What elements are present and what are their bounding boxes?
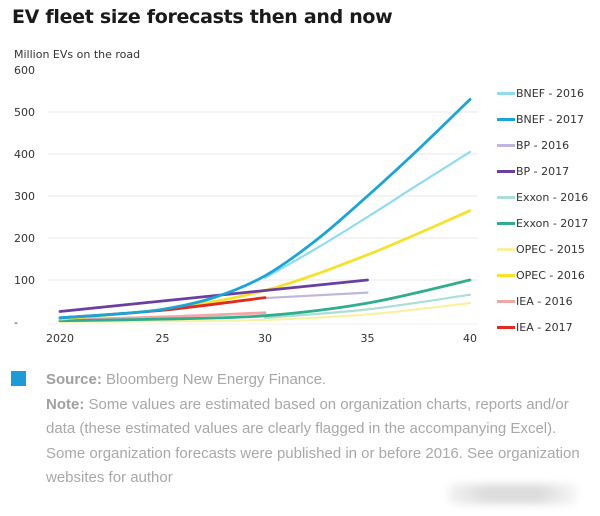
legend-item: Exxon - 2017	[497, 210, 588, 236]
y-axis-label: Million EVs on the road	[14, 48, 141, 61]
legend-swatch	[497, 91, 515, 95]
note-line: Note: Some values are estimated based on…	[46, 393, 596, 491]
legend-item: OPEC - 2015	[497, 236, 588, 262]
y-axis-ticks: - 100 200 300 400 500 600	[14, 64, 35, 329]
legend-label: BP - 2016	[516, 138, 570, 152]
legend: BNEF - 2016 BNEF - 2017 BP - 2016 BP - 2017…	[497, 80, 588, 340]
y-tick-label: -	[14, 316, 18, 329]
legend-label: IEA - 2017	[516, 320, 573, 334]
series-line-bp-2017	[58, 278, 369, 313]
series-line-bnef-2016	[263, 150, 472, 279]
legend-label: OPEC - 2016	[516, 268, 585, 282]
legend-item: BNEF - 2017	[497, 106, 588, 132]
y-tick-label: 100	[14, 274, 35, 287]
source-marker-icon	[11, 371, 26, 386]
blurred-region	[448, 484, 578, 504]
series-line-exxon-2016	[263, 293, 472, 319]
legend-swatch	[497, 221, 515, 225]
legend-swatch	[497, 299, 515, 303]
note-label: Note:	[46, 395, 85, 413]
legend-item: IEA - 2017	[497, 314, 588, 340]
legend-label: IEA - 2016	[516, 294, 573, 308]
chart-title: EV fleet size forecasts then and now	[12, 6, 393, 28]
series-line-bp-2016	[263, 291, 369, 300]
note-text: Some values are estimated based on organ…	[46, 395, 580, 487]
legend-label: BNEF - 2016	[516, 86, 585, 100]
series-line-opec-2015	[58, 302, 472, 323]
footer-notes: Source: Bloomberg New Energy Finance. No…	[46, 368, 596, 491]
legend-swatch	[497, 247, 515, 251]
legend-swatch	[497, 169, 515, 173]
legend-swatch	[497, 143, 515, 147]
legend-label: BP - 2017	[516, 164, 570, 178]
legend-swatch	[497, 195, 515, 199]
legend-swatch	[497, 325, 515, 329]
legend-label: Exxon - 2017	[516, 216, 589, 230]
legend-label: BNEF - 2017	[516, 112, 585, 126]
y-tick-label: 300	[14, 190, 35, 203]
series-line-bnef-2017	[58, 98, 472, 320]
x-tick-label: 40	[463, 332, 477, 345]
legend-item: BP - 2017	[497, 158, 588, 184]
source-line: Source: Bloomberg New Energy Finance.	[46, 368, 596, 393]
x-tick-label: 35	[361, 332, 375, 345]
legend-swatch	[497, 273, 515, 277]
x-tick-label: 2020	[46, 332, 74, 345]
line-chart: - 100 200 300 400 500 600 2020 25 30 35 40	[14, 64, 478, 345]
source-label: Source:	[46, 371, 102, 388]
x-tick-label: 30	[258, 332, 272, 345]
legend-label: Exxon - 2016	[516, 190, 589, 204]
legend-item: OPEC - 2016	[497, 262, 588, 288]
series-line-exxon-2017	[58, 278, 472, 323]
legend-label: OPEC - 2015	[516, 242, 585, 256]
y-tick-label: 200	[14, 232, 35, 245]
legend-item: BNEF - 2016	[497, 80, 588, 106]
y-tick-label: 400	[14, 148, 35, 161]
series-lines	[58, 98, 472, 323]
x-tick-label: 25	[156, 332, 170, 345]
source-text: Bloomberg New Energy Finance.	[101, 371, 327, 388]
x-axis-ticks: 2020 25 30 35 40	[46, 332, 477, 345]
legend-item: BP - 2016	[497, 132, 588, 158]
legend-item: IEA - 2016	[497, 288, 588, 314]
legend-item: Exxon - 2016	[497, 184, 588, 210]
y-tick-label: 600	[14, 64, 35, 77]
series-line-opec-2016	[58, 209, 472, 321]
y-tick-label: 500	[14, 106, 35, 119]
legend-swatch	[497, 117, 515, 121]
